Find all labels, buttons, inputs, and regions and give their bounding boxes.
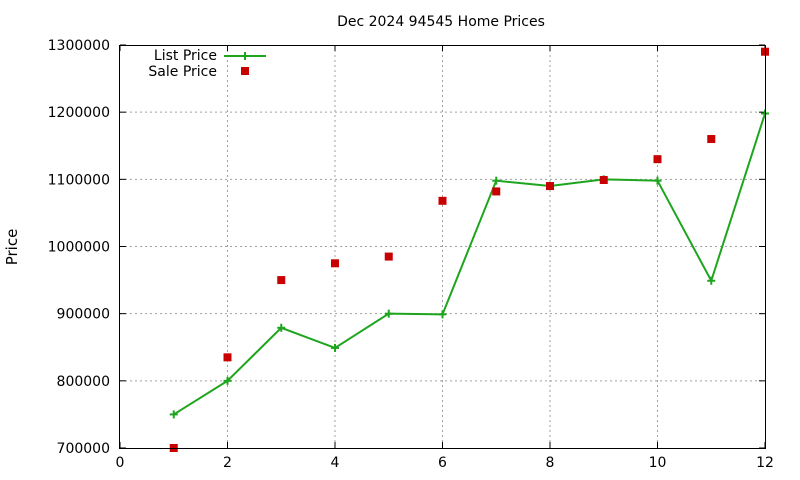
data-point-sale-price xyxy=(331,259,339,268)
data-point-sale-price xyxy=(384,252,393,261)
y-tick-label: 1000000 xyxy=(48,240,110,256)
legend-swatch-list-price xyxy=(224,52,266,60)
x-tick-label: 0 xyxy=(116,455,125,471)
plot-frame xyxy=(119,45,766,449)
y-axis-label: Price xyxy=(3,229,21,266)
x-tick-label: 4 xyxy=(331,455,340,471)
data-point-sale-price xyxy=(223,353,232,362)
legend-square-sale-price xyxy=(241,67,249,75)
x-tick-label: 12 xyxy=(756,455,774,471)
y-tick-label: 1200000 xyxy=(48,105,110,121)
data-point-list-price xyxy=(223,376,232,385)
data-point-sale-price xyxy=(546,182,554,191)
data-point-list-price xyxy=(492,176,501,185)
x-tick-label: 6 xyxy=(438,455,447,471)
y-tick-label: 900000 xyxy=(57,307,110,323)
data-point-sale-price xyxy=(599,176,608,185)
data-point-sale-price xyxy=(277,276,286,285)
data-point-list-price xyxy=(277,323,286,332)
legend: List Price Sale Price xyxy=(148,48,266,80)
legend-label-sale-price: Sale Price xyxy=(148,64,217,80)
data-point-list-price xyxy=(384,309,393,318)
legend-label-list-price: List Price xyxy=(154,48,217,64)
x-tick-label: 8 xyxy=(546,455,555,471)
legend-swatch-sale-price xyxy=(241,67,249,75)
data-point-list-price xyxy=(707,276,716,285)
y-tick-label: 1100000 xyxy=(48,172,110,188)
series-line-list-price xyxy=(173,113,766,416)
data-point-sale-price xyxy=(653,155,662,164)
data-point-list-price xyxy=(331,343,339,352)
data-point-sale-price xyxy=(707,135,716,144)
y-tick-label: 1300000 xyxy=(48,38,110,54)
x-tick-label: 10 xyxy=(649,455,667,471)
data-point-sale-price xyxy=(438,196,447,205)
data-point-list-price xyxy=(169,410,178,419)
data-point-list-price xyxy=(438,310,447,319)
x-tick-labels: 0 2 4 6 8 10 12 xyxy=(116,455,774,471)
y-tick-label: 800000 xyxy=(57,374,110,390)
data-point-list-price xyxy=(653,176,662,185)
data-point-sale-price xyxy=(492,187,501,196)
y-tick-label: 700000 xyxy=(57,441,110,457)
chart-title: Dec 2024 94545 Home Prices xyxy=(337,14,545,30)
y-tick-labels: 700000 800000 900000 1000000 1100000 1200000 1… xyxy=(48,38,110,457)
x-tick-label: 2 xyxy=(223,455,232,471)
series-layer xyxy=(169,47,769,452)
